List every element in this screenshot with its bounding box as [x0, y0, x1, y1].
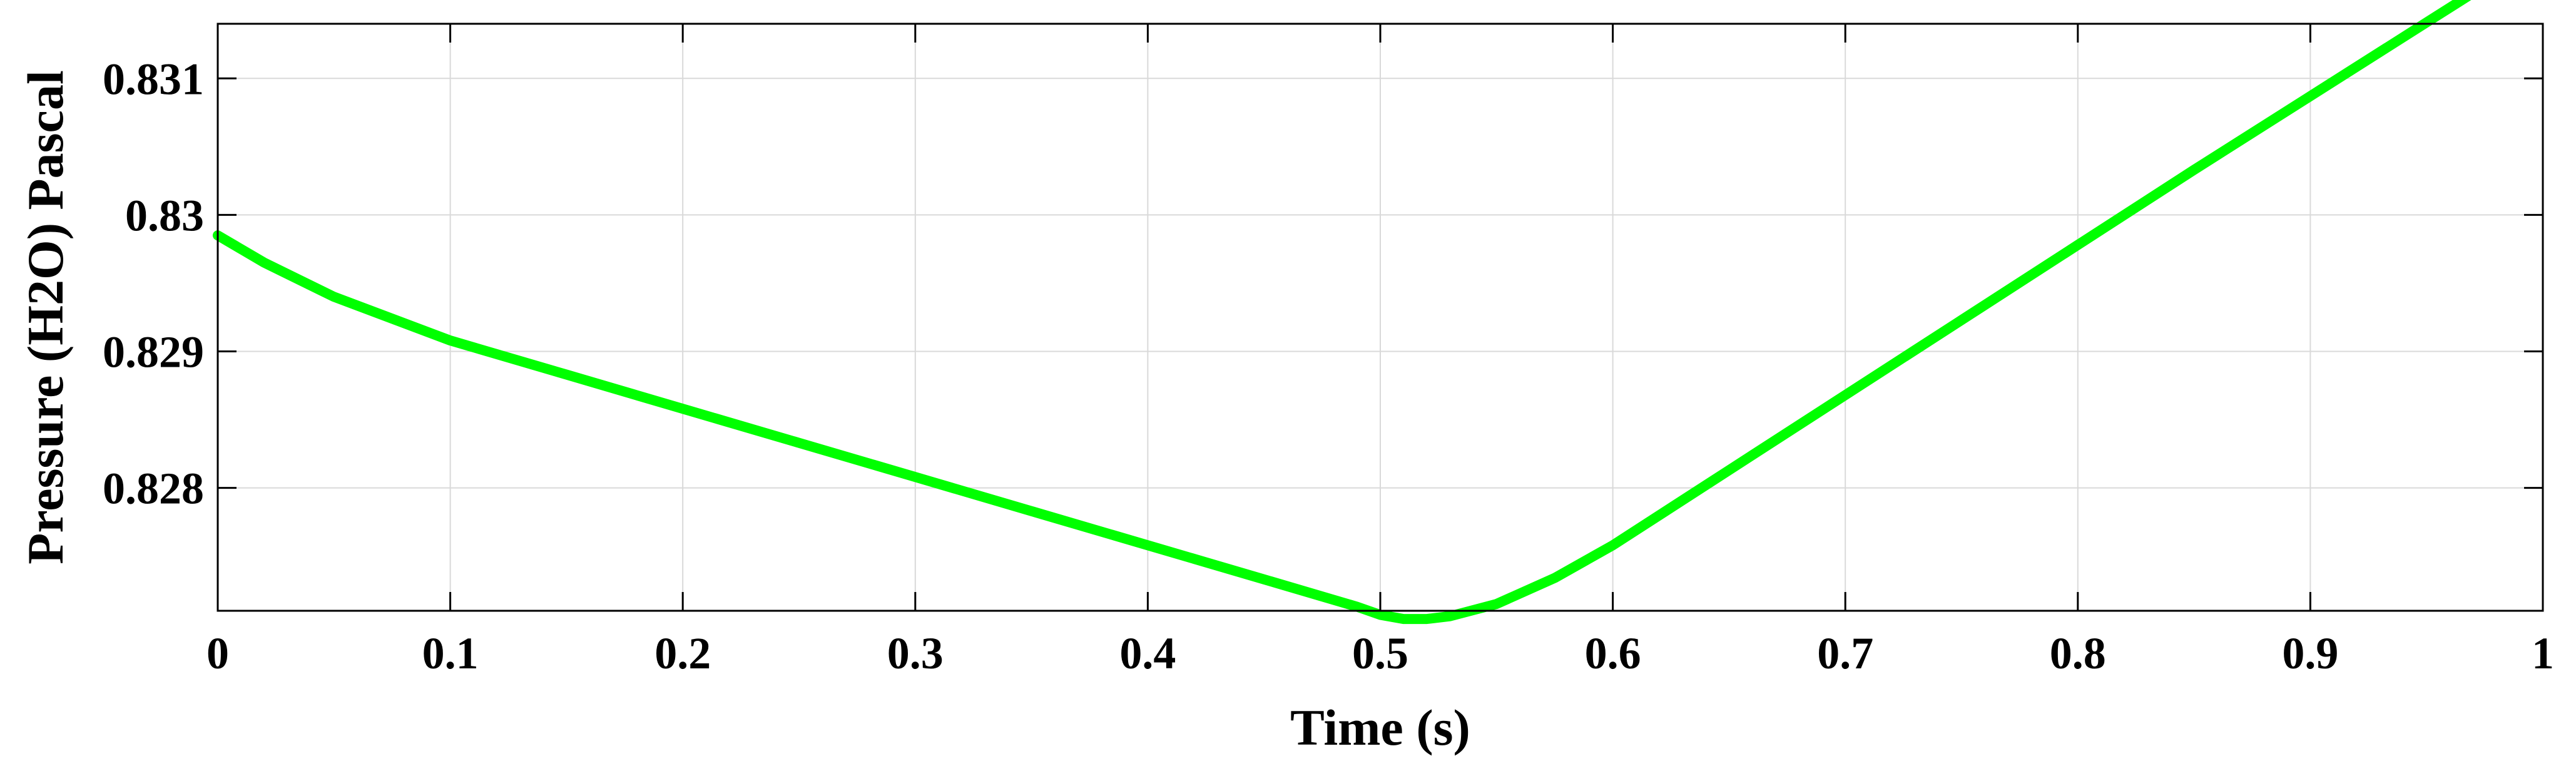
x-tick-label: 0.4: [1119, 628, 1176, 678]
x-tick-labels: 0 0.1 0.2 0.3 0.4 0.5 0.6 0.7 0.8 0.9 1: [206, 628, 2554, 678]
x-tick-label: 0.5: [1352, 628, 1408, 678]
x-tick-label: 0.1: [422, 628, 479, 678]
x-tick-label: 0.8: [2050, 628, 2106, 678]
plot-frame: [216, 23, 2544, 612]
y-tick-label: 0.831: [103, 54, 204, 104]
x-tick-label: 0.7: [1817, 628, 1873, 678]
pressure-data-line: [213, 0, 2472, 625]
y-tick-label: 0.829: [103, 327, 204, 377]
x-axis-title: Time (s): [1290, 699, 1470, 756]
x-tick-label: 0.2: [654, 628, 711, 678]
y-tick-labels: 0.828 0.829 0.83 0.831: [103, 54, 204, 513]
x-tick-label: 1: [2532, 628, 2554, 678]
x-tick-label: 0.9: [2282, 628, 2338, 678]
x-tick-label: 0.3: [887, 628, 944, 678]
y-tick-label: 0.828: [103, 464, 204, 514]
x-tick-label: 0.6: [1585, 628, 1641, 678]
y-axis-title: Pressure (H2O) Pascal: [17, 70, 74, 564]
x-tick-label: 0: [206, 628, 229, 678]
y-tick-label: 0.83: [125, 190, 204, 240]
